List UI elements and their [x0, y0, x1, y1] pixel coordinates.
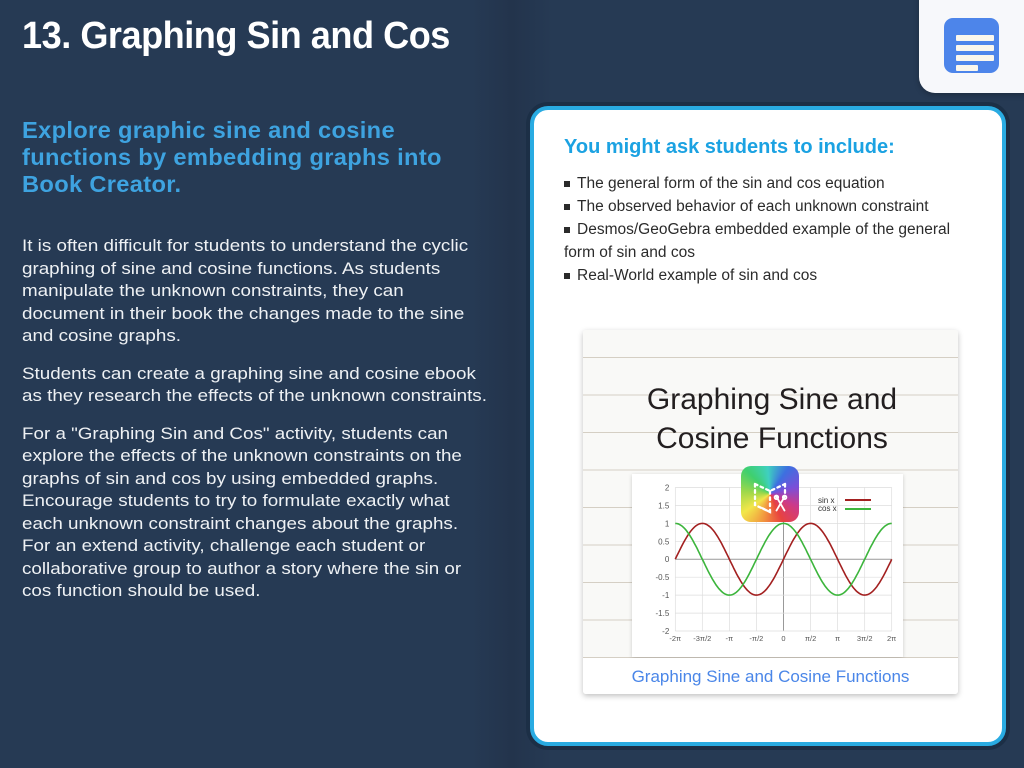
- svg-text:-1: -1: [662, 591, 670, 600]
- svg-text:-3π/2: -3π/2: [693, 634, 711, 643]
- svg-text:-π: -π: [726, 634, 734, 643]
- svg-text:2: 2: [665, 484, 670, 493]
- svg-text:2π: 2π: [887, 634, 896, 643]
- svg-text:0: 0: [781, 634, 785, 643]
- svg-text:1.5: 1.5: [658, 501, 670, 510]
- svg-text:3π/2: 3π/2: [857, 634, 873, 643]
- svg-text:-1.5: -1.5: [656, 609, 670, 618]
- svg-text:π/2: π/2: [805, 634, 816, 643]
- svg-text:-0.5: -0.5: [656, 573, 670, 582]
- svg-text:-π/2: -π/2: [749, 634, 763, 643]
- svg-text:-2π: -2π: [669, 634, 681, 643]
- svg-text:π: π: [835, 634, 840, 643]
- svg-text:1: 1: [665, 519, 670, 528]
- svg-text:0: 0: [665, 555, 670, 564]
- svg-text:0.5: 0.5: [658, 537, 670, 546]
